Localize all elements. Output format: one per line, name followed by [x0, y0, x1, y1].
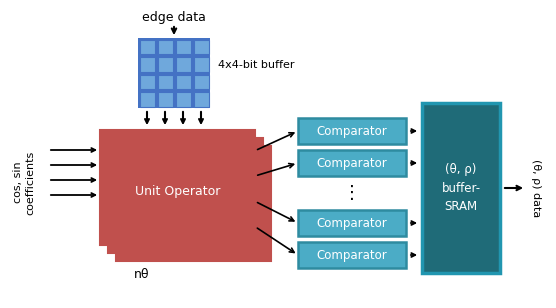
Text: Comparator: Comparator: [316, 217, 388, 229]
Bar: [176, 39, 191, 54]
Text: Unit Operator: Unit Operator: [135, 185, 220, 198]
Text: cos, sin: cos, sin: [13, 162, 23, 203]
Bar: [138, 38, 210, 108]
Bar: [176, 57, 191, 71]
Text: Comparator: Comparator: [316, 156, 388, 169]
Bar: [108, 138, 263, 253]
Bar: [176, 92, 191, 107]
Text: 4x4-bit buffer: 4x4-bit buffer: [218, 60, 295, 70]
Bar: [140, 57, 155, 71]
Bar: [140, 75, 155, 89]
Text: coefficients: coefficients: [25, 150, 35, 215]
Bar: [422, 103, 500, 273]
Bar: [157, 92, 172, 107]
Bar: [140, 92, 155, 107]
Bar: [298, 242, 406, 268]
Bar: [176, 75, 191, 89]
Bar: [140, 39, 155, 54]
Bar: [193, 39, 208, 54]
Bar: [298, 150, 406, 176]
Bar: [193, 75, 208, 89]
Bar: [157, 57, 172, 71]
Bar: [157, 39, 172, 54]
Bar: [100, 130, 255, 245]
Text: nθ: nθ: [134, 269, 150, 282]
Bar: [193, 92, 208, 107]
Bar: [116, 146, 271, 261]
Bar: [193, 57, 208, 71]
Bar: [157, 75, 172, 89]
Text: Comparator: Comparator: [316, 249, 388, 261]
Text: edge data: edge data: [142, 11, 206, 25]
Text: Comparator: Comparator: [316, 124, 388, 137]
Bar: [298, 210, 406, 236]
Text: (θ, ρ) data: (θ, ρ) data: [531, 159, 541, 217]
Text: ⋮: ⋮: [343, 184, 361, 202]
Bar: [298, 118, 406, 144]
Text: (θ, ρ)
buffer-
SRAM: (θ, ρ) buffer- SRAM: [441, 164, 480, 213]
